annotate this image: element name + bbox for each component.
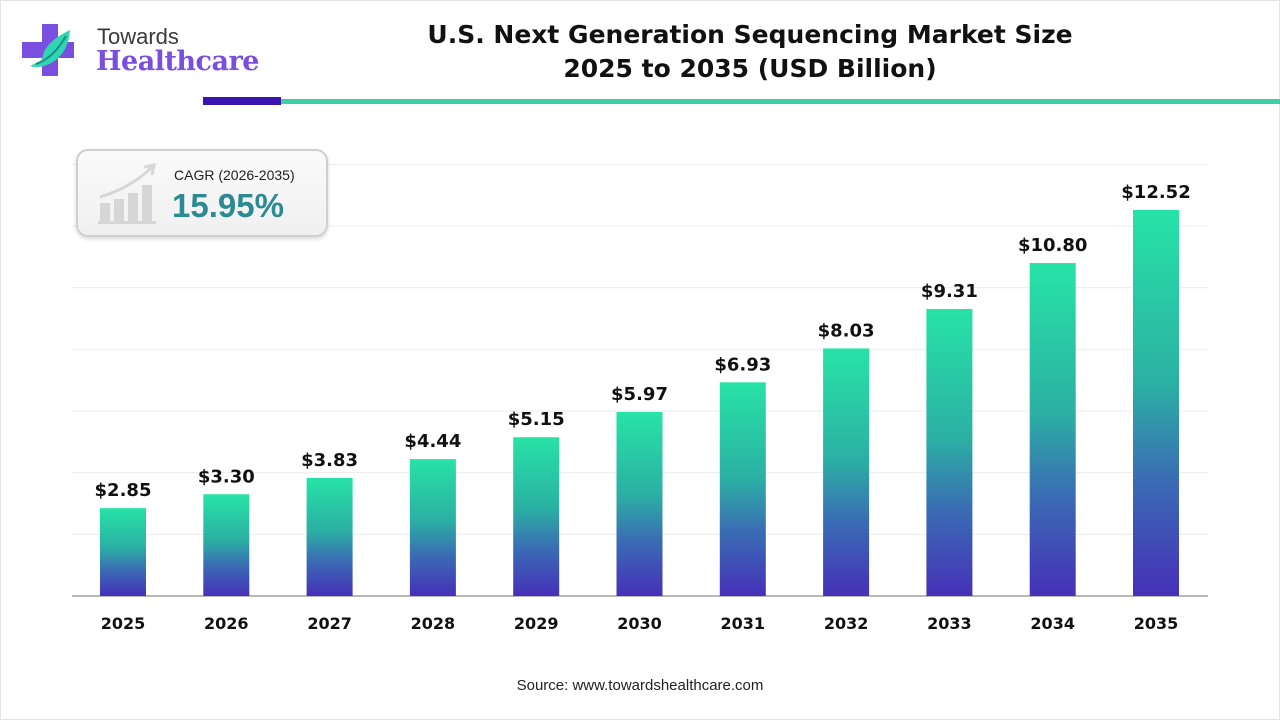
x-tick-label: 2032 xyxy=(824,614,869,633)
bar-2025 xyxy=(100,508,146,596)
logo-text-healthcare: Healthcare xyxy=(96,46,259,77)
logo: Towards Healthcare xyxy=(22,22,259,84)
x-tick-label: 2025 xyxy=(101,614,146,633)
source-note: Source: www.towardshealthcare.com xyxy=(516,677,764,694)
bar-2034 xyxy=(1029,263,1076,596)
x-tick-label: 2035 xyxy=(1134,614,1179,633)
bar-2031 xyxy=(719,382,766,596)
chart-title: U.S. Next Generation Sequencing Market S… xyxy=(340,18,1160,86)
cagr-box: CAGR (2026-2035) 15.95% xyxy=(76,149,328,237)
data-label: $3.83 xyxy=(301,450,358,471)
bar-2027 xyxy=(306,477,353,596)
title-underline-teal xyxy=(281,99,1280,104)
logo-text-towards: Towards xyxy=(97,24,179,49)
data-label: $5.15 xyxy=(508,409,565,430)
x-tick-label: 2030 xyxy=(617,614,662,633)
x-tick-label: 2026 xyxy=(204,614,249,633)
data-label: $2.85 xyxy=(95,480,152,501)
medical-cross-leaf-icon xyxy=(22,24,74,76)
data-label: $9.31 xyxy=(921,281,978,302)
x-tick-label: 2031 xyxy=(721,614,766,633)
x-tick-label: 2029 xyxy=(514,614,559,633)
bar-2033 xyxy=(926,308,973,596)
data-label: $6.93 xyxy=(714,354,771,375)
title-line-1: U.S. Next Generation Sequencing Market S… xyxy=(427,20,1073,49)
data-label: $5.97 xyxy=(611,384,668,405)
bar-2035 xyxy=(1133,210,1179,596)
x-tick-label: 2033 xyxy=(927,614,972,633)
growth-chart-icon xyxy=(98,163,156,224)
bar-2032 xyxy=(823,348,870,596)
cagr-label: CAGR (2026-2035) xyxy=(174,167,295,183)
bar-2029 xyxy=(513,437,560,596)
x-tick-label: 2028 xyxy=(411,614,456,633)
data-label: $10.80 xyxy=(1018,235,1087,256)
bar-2030 xyxy=(616,411,663,596)
bar-2026 xyxy=(203,494,250,596)
data-label: $8.03 xyxy=(818,320,875,341)
bar-2028 xyxy=(409,459,456,596)
title-line-2: 2025 to 2035 (USD Billion) xyxy=(563,54,937,83)
x-tick-label: 2034 xyxy=(1030,614,1075,633)
data-label: $4.44 xyxy=(404,431,461,452)
title-underline-dark xyxy=(203,97,281,105)
data-label: $12.52 xyxy=(1121,182,1190,203)
data-label: $3.30 xyxy=(198,466,255,487)
cagr-value: 15.95% xyxy=(172,187,284,224)
x-tick-label: 2027 xyxy=(307,614,352,633)
